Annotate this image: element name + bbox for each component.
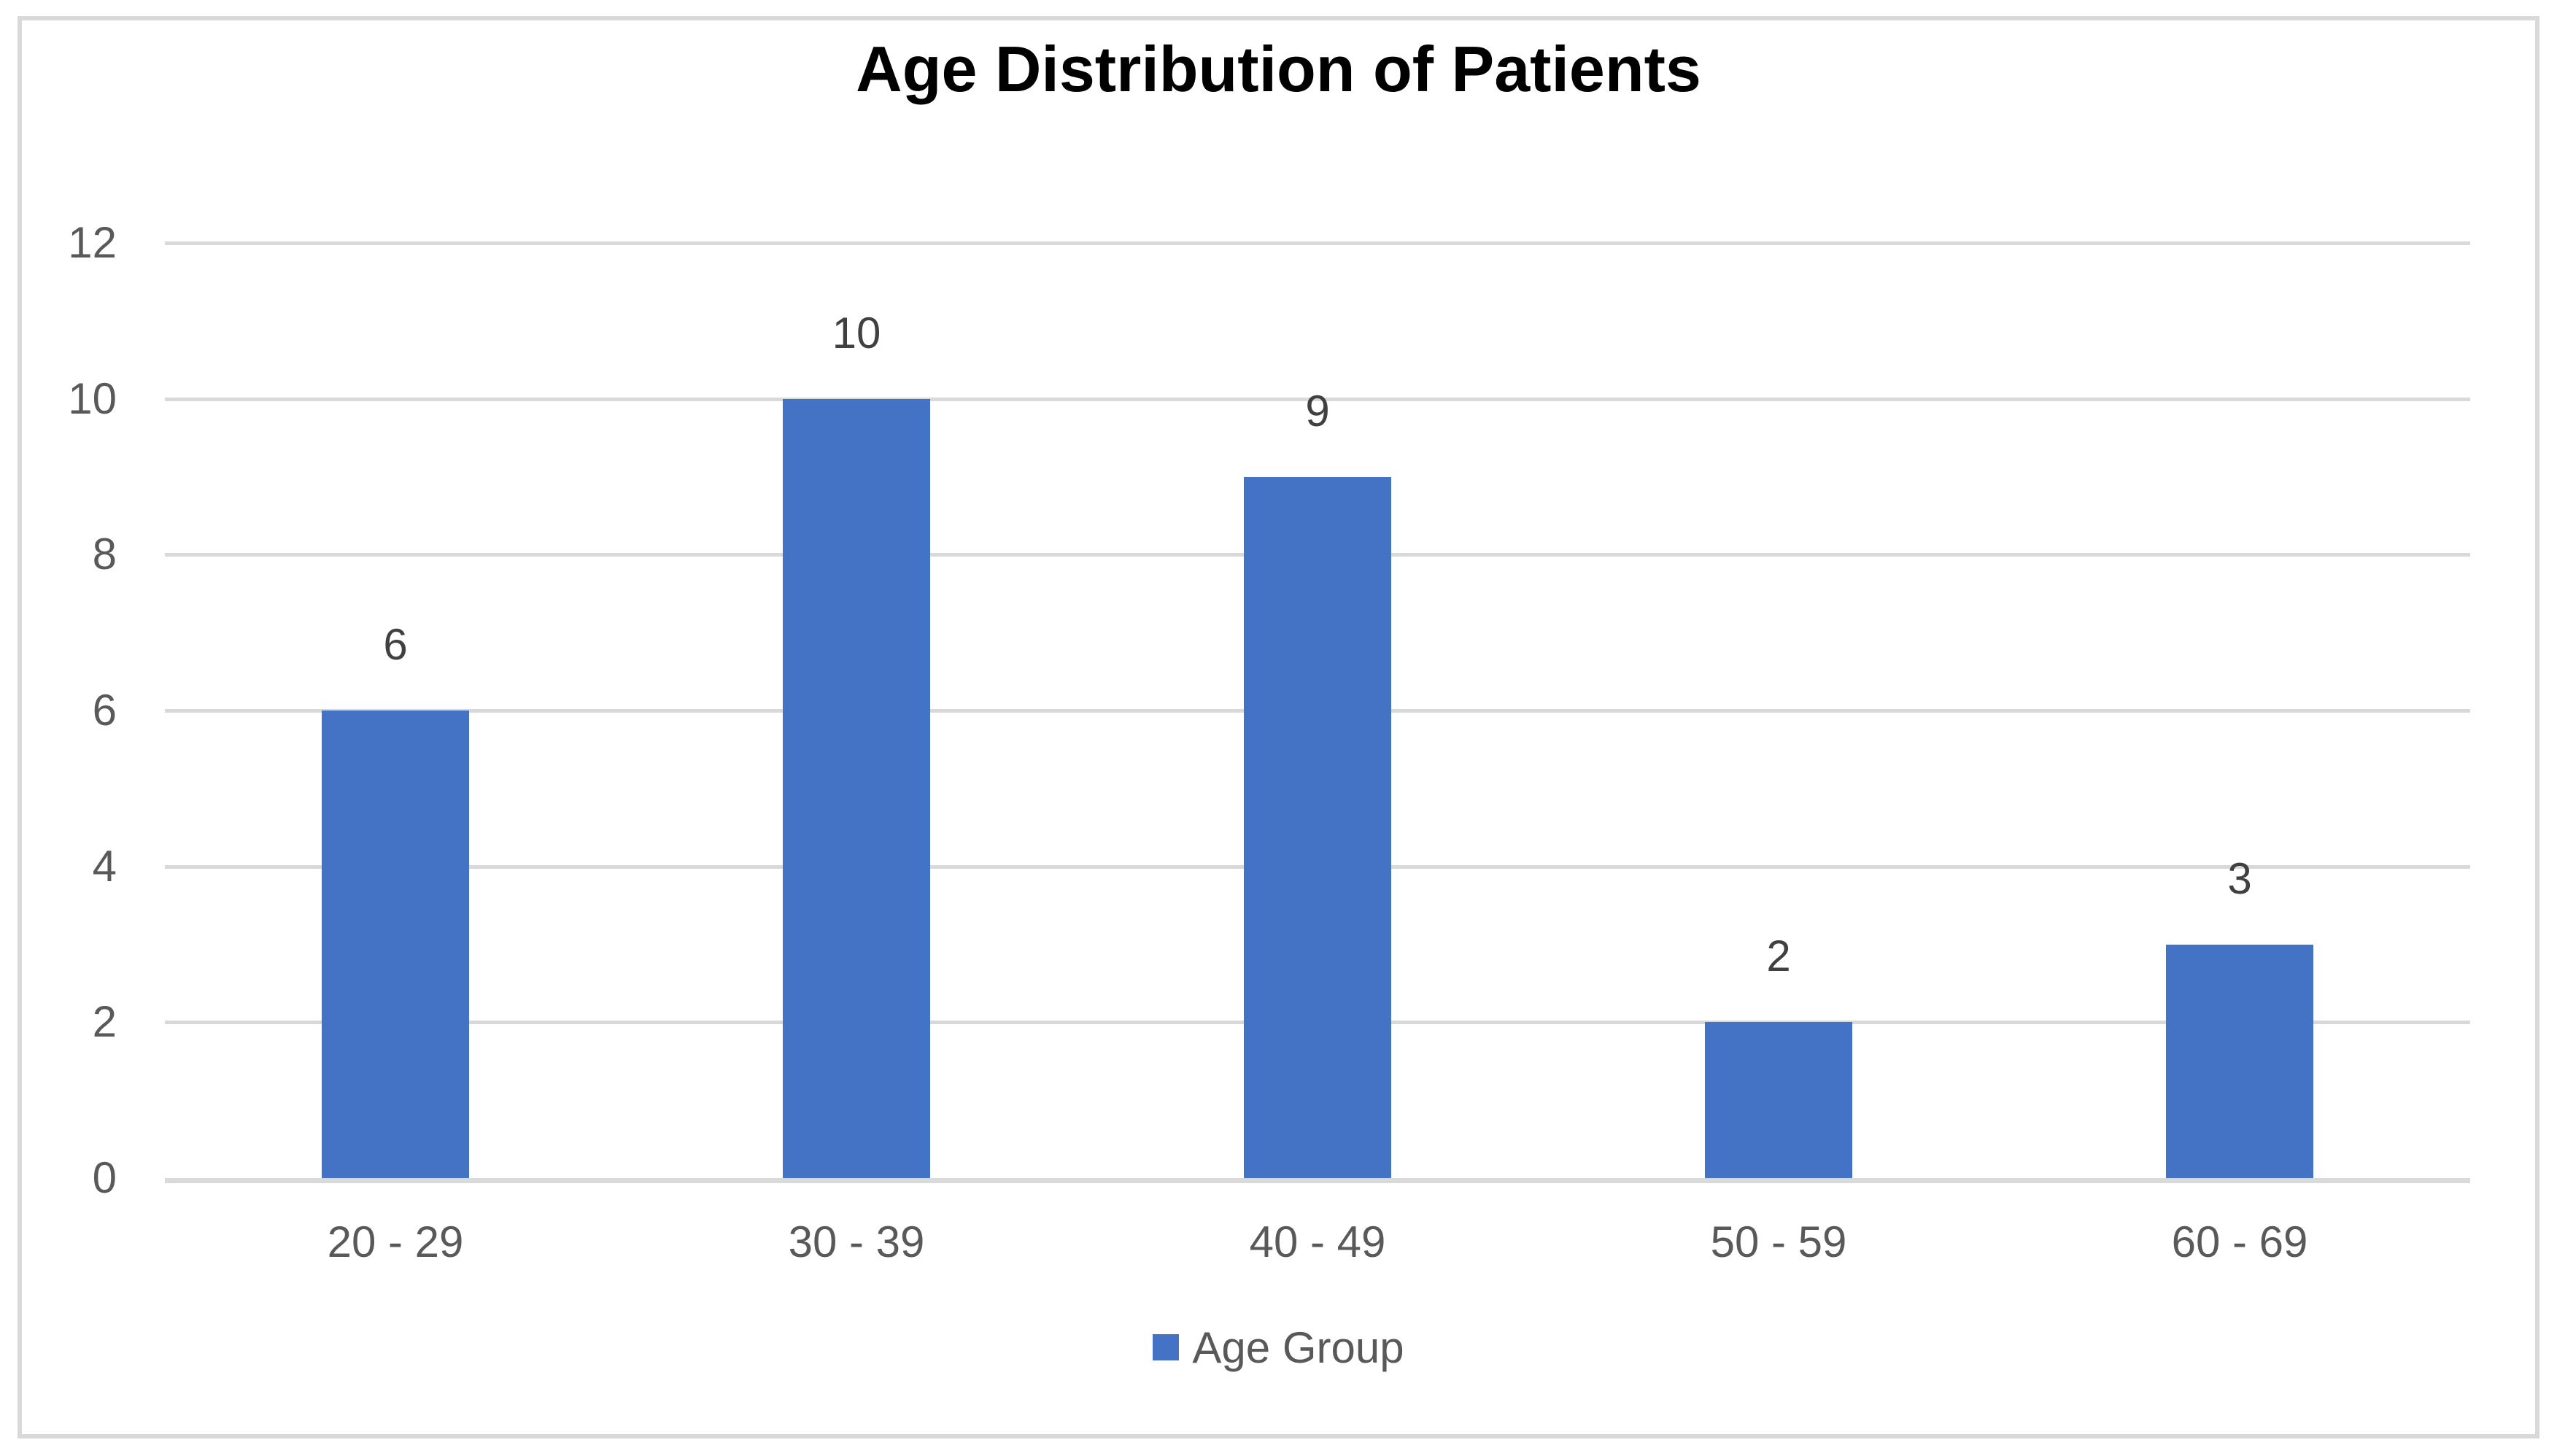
x-category-label-30-39: 30 - 39 xyxy=(788,1217,925,1266)
gridline-y-12 xyxy=(165,241,2470,245)
y-axis-tick-label-2: 2 xyxy=(92,997,117,1047)
bar-30-39 xyxy=(783,398,930,1178)
bar-value-label-40-49: 9 xyxy=(1305,386,1330,435)
x-category-label-60-69: 60 - 69 xyxy=(2171,1217,2308,1266)
bar-20-29 xyxy=(322,710,469,1178)
gridline-y-10 xyxy=(165,397,2470,401)
bar-50-59 xyxy=(1705,1022,1852,1178)
y-axis-tick-label-0: 0 xyxy=(92,1153,117,1202)
chart-legend: Age Group xyxy=(0,1322,2557,1373)
legend-label: Age Group xyxy=(1192,1323,1404,1372)
bar-40-49 xyxy=(1244,476,1391,1178)
bar-value-label-20-29: 6 xyxy=(383,620,408,669)
bar-value-label-30-39: 10 xyxy=(832,308,881,357)
x-category-label-20-29: 20 - 29 xyxy=(327,1217,464,1266)
y-axis-tick-label-4: 4 xyxy=(92,841,117,891)
y-axis-tick-label-10: 10 xyxy=(68,373,117,423)
x-category-label-40-49: 40 - 49 xyxy=(1249,1217,1386,1266)
bar-value-label-60-69: 3 xyxy=(2227,853,2252,903)
y-axis-tick-label-12: 12 xyxy=(68,218,117,267)
bar-value-label-50-59: 2 xyxy=(1766,932,1791,981)
bar-60-69 xyxy=(2166,944,2313,1178)
chart-title: Age Distribution of Patients xyxy=(856,33,1701,105)
x-category-label-50-59: 50 - 59 xyxy=(1710,1217,1847,1266)
y-axis-tick-label-8: 8 xyxy=(92,530,117,579)
gridline-y-0 xyxy=(165,1178,2470,1183)
y-axis-tick-label-6: 6 xyxy=(92,686,117,735)
legend-swatch-icon xyxy=(1153,1334,1180,1360)
